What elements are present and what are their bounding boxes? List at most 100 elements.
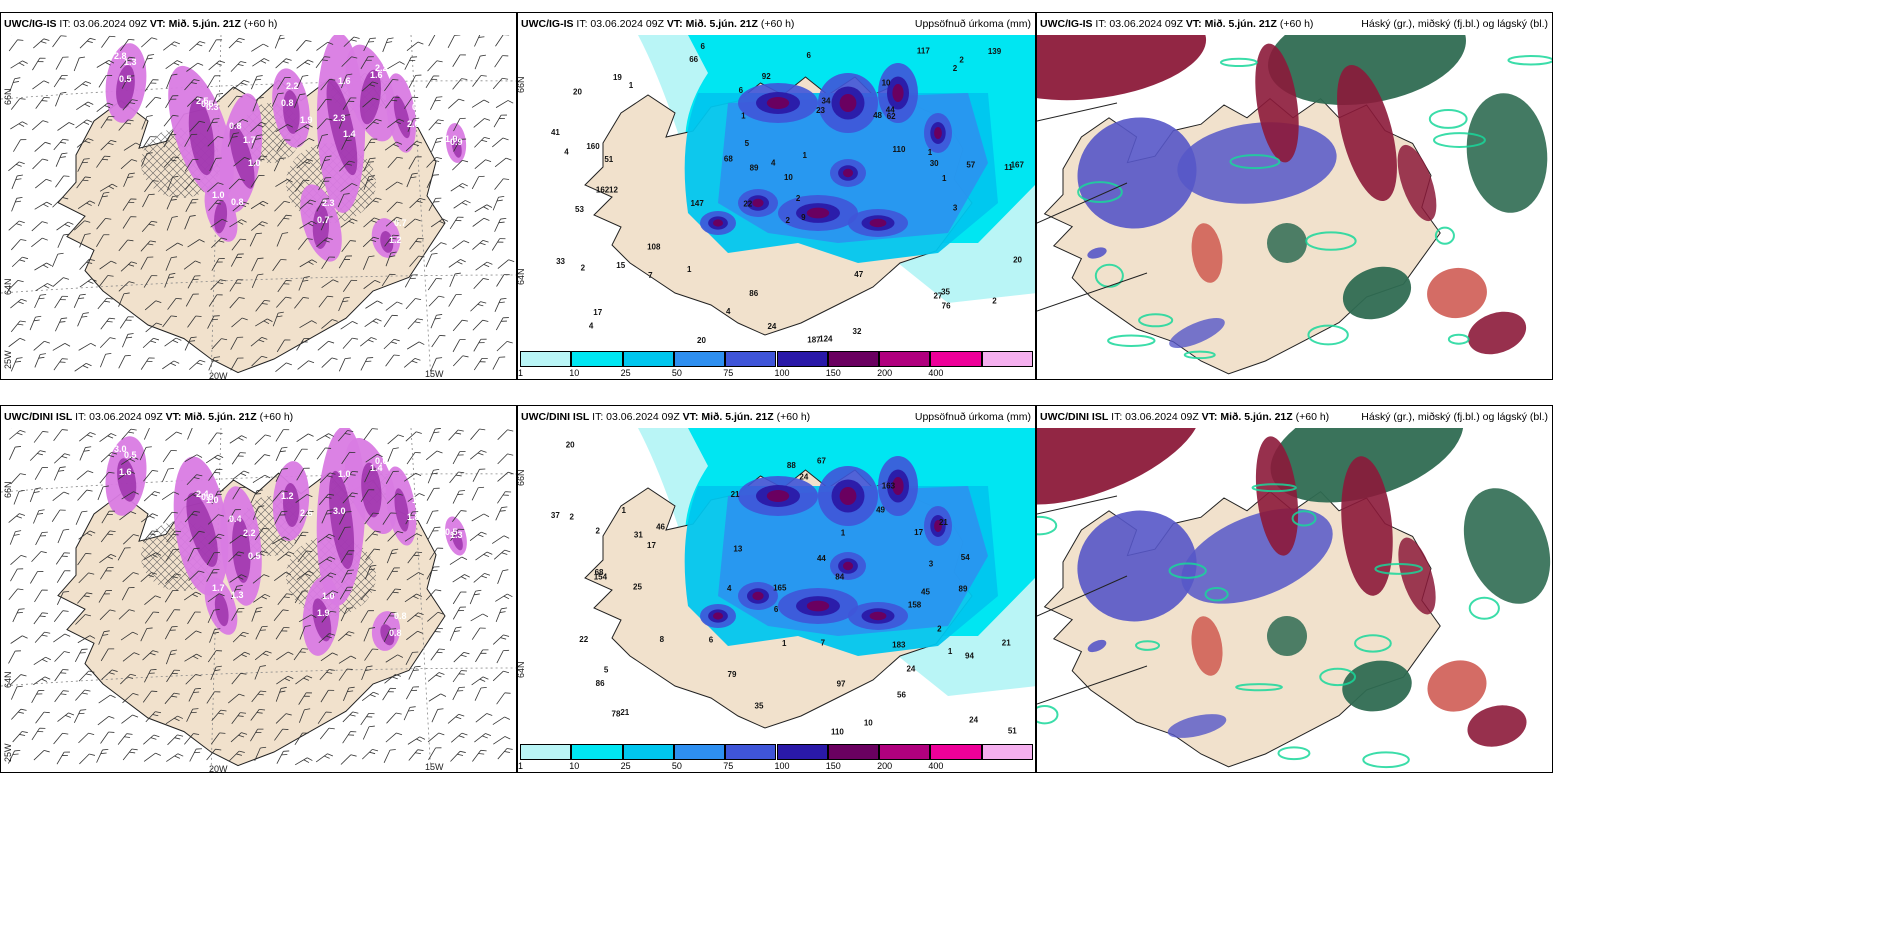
wind-barb bbox=[296, 570, 314, 580]
wind-barb bbox=[166, 73, 178, 89]
colorbar-swatch bbox=[520, 744, 572, 760]
value-label: 3.0 bbox=[333, 506, 346, 516]
wind-barb bbox=[184, 510, 201, 523]
wind-barb bbox=[452, 686, 466, 701]
precip-value: 6 bbox=[709, 635, 714, 644]
wind-barb bbox=[277, 214, 292, 227]
wind-barb bbox=[211, 709, 227, 722]
wind-barb bbox=[295, 179, 310, 192]
wind-barb bbox=[364, 512, 379, 525]
wind-barb bbox=[73, 293, 86, 308]
wind-barb bbox=[340, 218, 358, 228]
wind-barb bbox=[471, 175, 485, 190]
wind-barb bbox=[252, 505, 265, 520]
wind-barb bbox=[228, 178, 245, 190]
wind-barb bbox=[163, 134, 177, 148]
wind-barb bbox=[297, 550, 313, 563]
wind-barb bbox=[299, 320, 317, 329]
wind-barb bbox=[8, 650, 21, 664]
wind-barb bbox=[449, 216, 464, 230]
wind-barb bbox=[427, 732, 445, 743]
wind-barb bbox=[187, 315, 202, 328]
wind-barb bbox=[472, 239, 489, 250]
precip-value: 10 bbox=[882, 79, 891, 88]
precip-value: 1 bbox=[621, 506, 626, 515]
wind-barb bbox=[452, 319, 468, 332]
value-label: 1.7 bbox=[212, 583, 225, 593]
value-label: 1.2 bbox=[389, 235, 402, 245]
precip-core bbox=[214, 200, 228, 234]
wind-barb bbox=[210, 218, 228, 228]
precip-value: 4 bbox=[727, 584, 732, 593]
wind-barb bbox=[142, 193, 155, 208]
value-label: 1.0 bbox=[338, 469, 351, 479]
precip-cell-peak bbox=[842, 561, 854, 571]
wind-barb bbox=[76, 138, 94, 148]
wind-barb bbox=[55, 552, 71, 565]
graticule-lat bbox=[1, 274, 516, 294]
cloud-contour bbox=[1204, 587, 1229, 602]
wind-barb bbox=[360, 489, 375, 502]
colorbar-swatch bbox=[827, 744, 880, 760]
precip-value: 89 bbox=[959, 585, 968, 594]
wind-barb bbox=[206, 691, 221, 704]
cloud-contour bbox=[1307, 324, 1349, 346]
wind-barb bbox=[296, 338, 310, 351]
value-label: 1.3 bbox=[450, 530, 463, 540]
wind-barb bbox=[452, 606, 467, 620]
wind-barb bbox=[99, 554, 117, 563]
value-label: 1.4 bbox=[343, 129, 356, 139]
panel-title: UWC/IG-IS IT: 03.06.2024 09Z VT: Mið. 5.… bbox=[1037, 13, 1552, 35]
wind-barb bbox=[251, 43, 269, 52]
wind-barb bbox=[430, 357, 443, 372]
wind-barb bbox=[275, 446, 288, 462]
wind-barb bbox=[207, 514, 224, 525]
wind-barb bbox=[73, 56, 86, 72]
wind-barb bbox=[251, 355, 268, 367]
precip-cell-peak bbox=[752, 198, 764, 208]
wind-barb bbox=[363, 217, 380, 228]
wind-barb bbox=[122, 99, 138, 111]
precip-value: 48 bbox=[873, 111, 882, 120]
wind-barb bbox=[122, 333, 134, 348]
wind-barb bbox=[33, 676, 51, 686]
wind-barb bbox=[495, 593, 513, 602]
cloud-contour bbox=[1094, 263, 1124, 288]
value-label: 2.8 bbox=[114, 51, 127, 61]
wind-barb bbox=[318, 556, 336, 566]
value-label: 0.8 bbox=[281, 98, 294, 108]
wind-barb bbox=[233, 157, 251, 167]
wind-barb bbox=[495, 506, 508, 521]
wind-barb bbox=[120, 261, 138, 272]
wind-barb bbox=[10, 298, 27, 309]
wind-barb bbox=[406, 341, 425, 350]
cloud-layer bbox=[1427, 267, 1487, 319]
wind-barb bbox=[11, 708, 27, 720]
wind-barb bbox=[384, 79, 399, 92]
wind-barb bbox=[118, 239, 134, 252]
precip-core bbox=[188, 98, 215, 176]
precip-value: 6 bbox=[739, 86, 744, 95]
wind-barb bbox=[75, 510, 88, 525]
cloud-contour bbox=[1077, 181, 1123, 204]
precip-value: 41 bbox=[551, 128, 560, 137]
wind-barb bbox=[385, 470, 399, 484]
wind-barb bbox=[387, 156, 403, 169]
cloud-contour bbox=[1235, 683, 1283, 692]
precip-cell-peak bbox=[892, 84, 904, 102]
wind-barb bbox=[404, 96, 419, 109]
wind-barb bbox=[275, 362, 292, 372]
precip-value: 11 bbox=[1004, 163, 1013, 172]
wind-barb bbox=[469, 450, 487, 460]
wind-barb bbox=[34, 141, 51, 152]
value-label: 0.8 bbox=[229, 121, 242, 131]
value-label: 0.7 bbox=[317, 215, 330, 225]
cloud-contour bbox=[1138, 313, 1174, 328]
wind-barb bbox=[54, 669, 69, 682]
precip-value: 9 bbox=[801, 213, 806, 222]
wind-barb bbox=[315, 56, 331, 69]
precip-value: 6 bbox=[774, 605, 779, 614]
wind-barb bbox=[53, 74, 68, 88]
wind-barb bbox=[122, 216, 137, 229]
wind-barb bbox=[409, 255, 425, 267]
